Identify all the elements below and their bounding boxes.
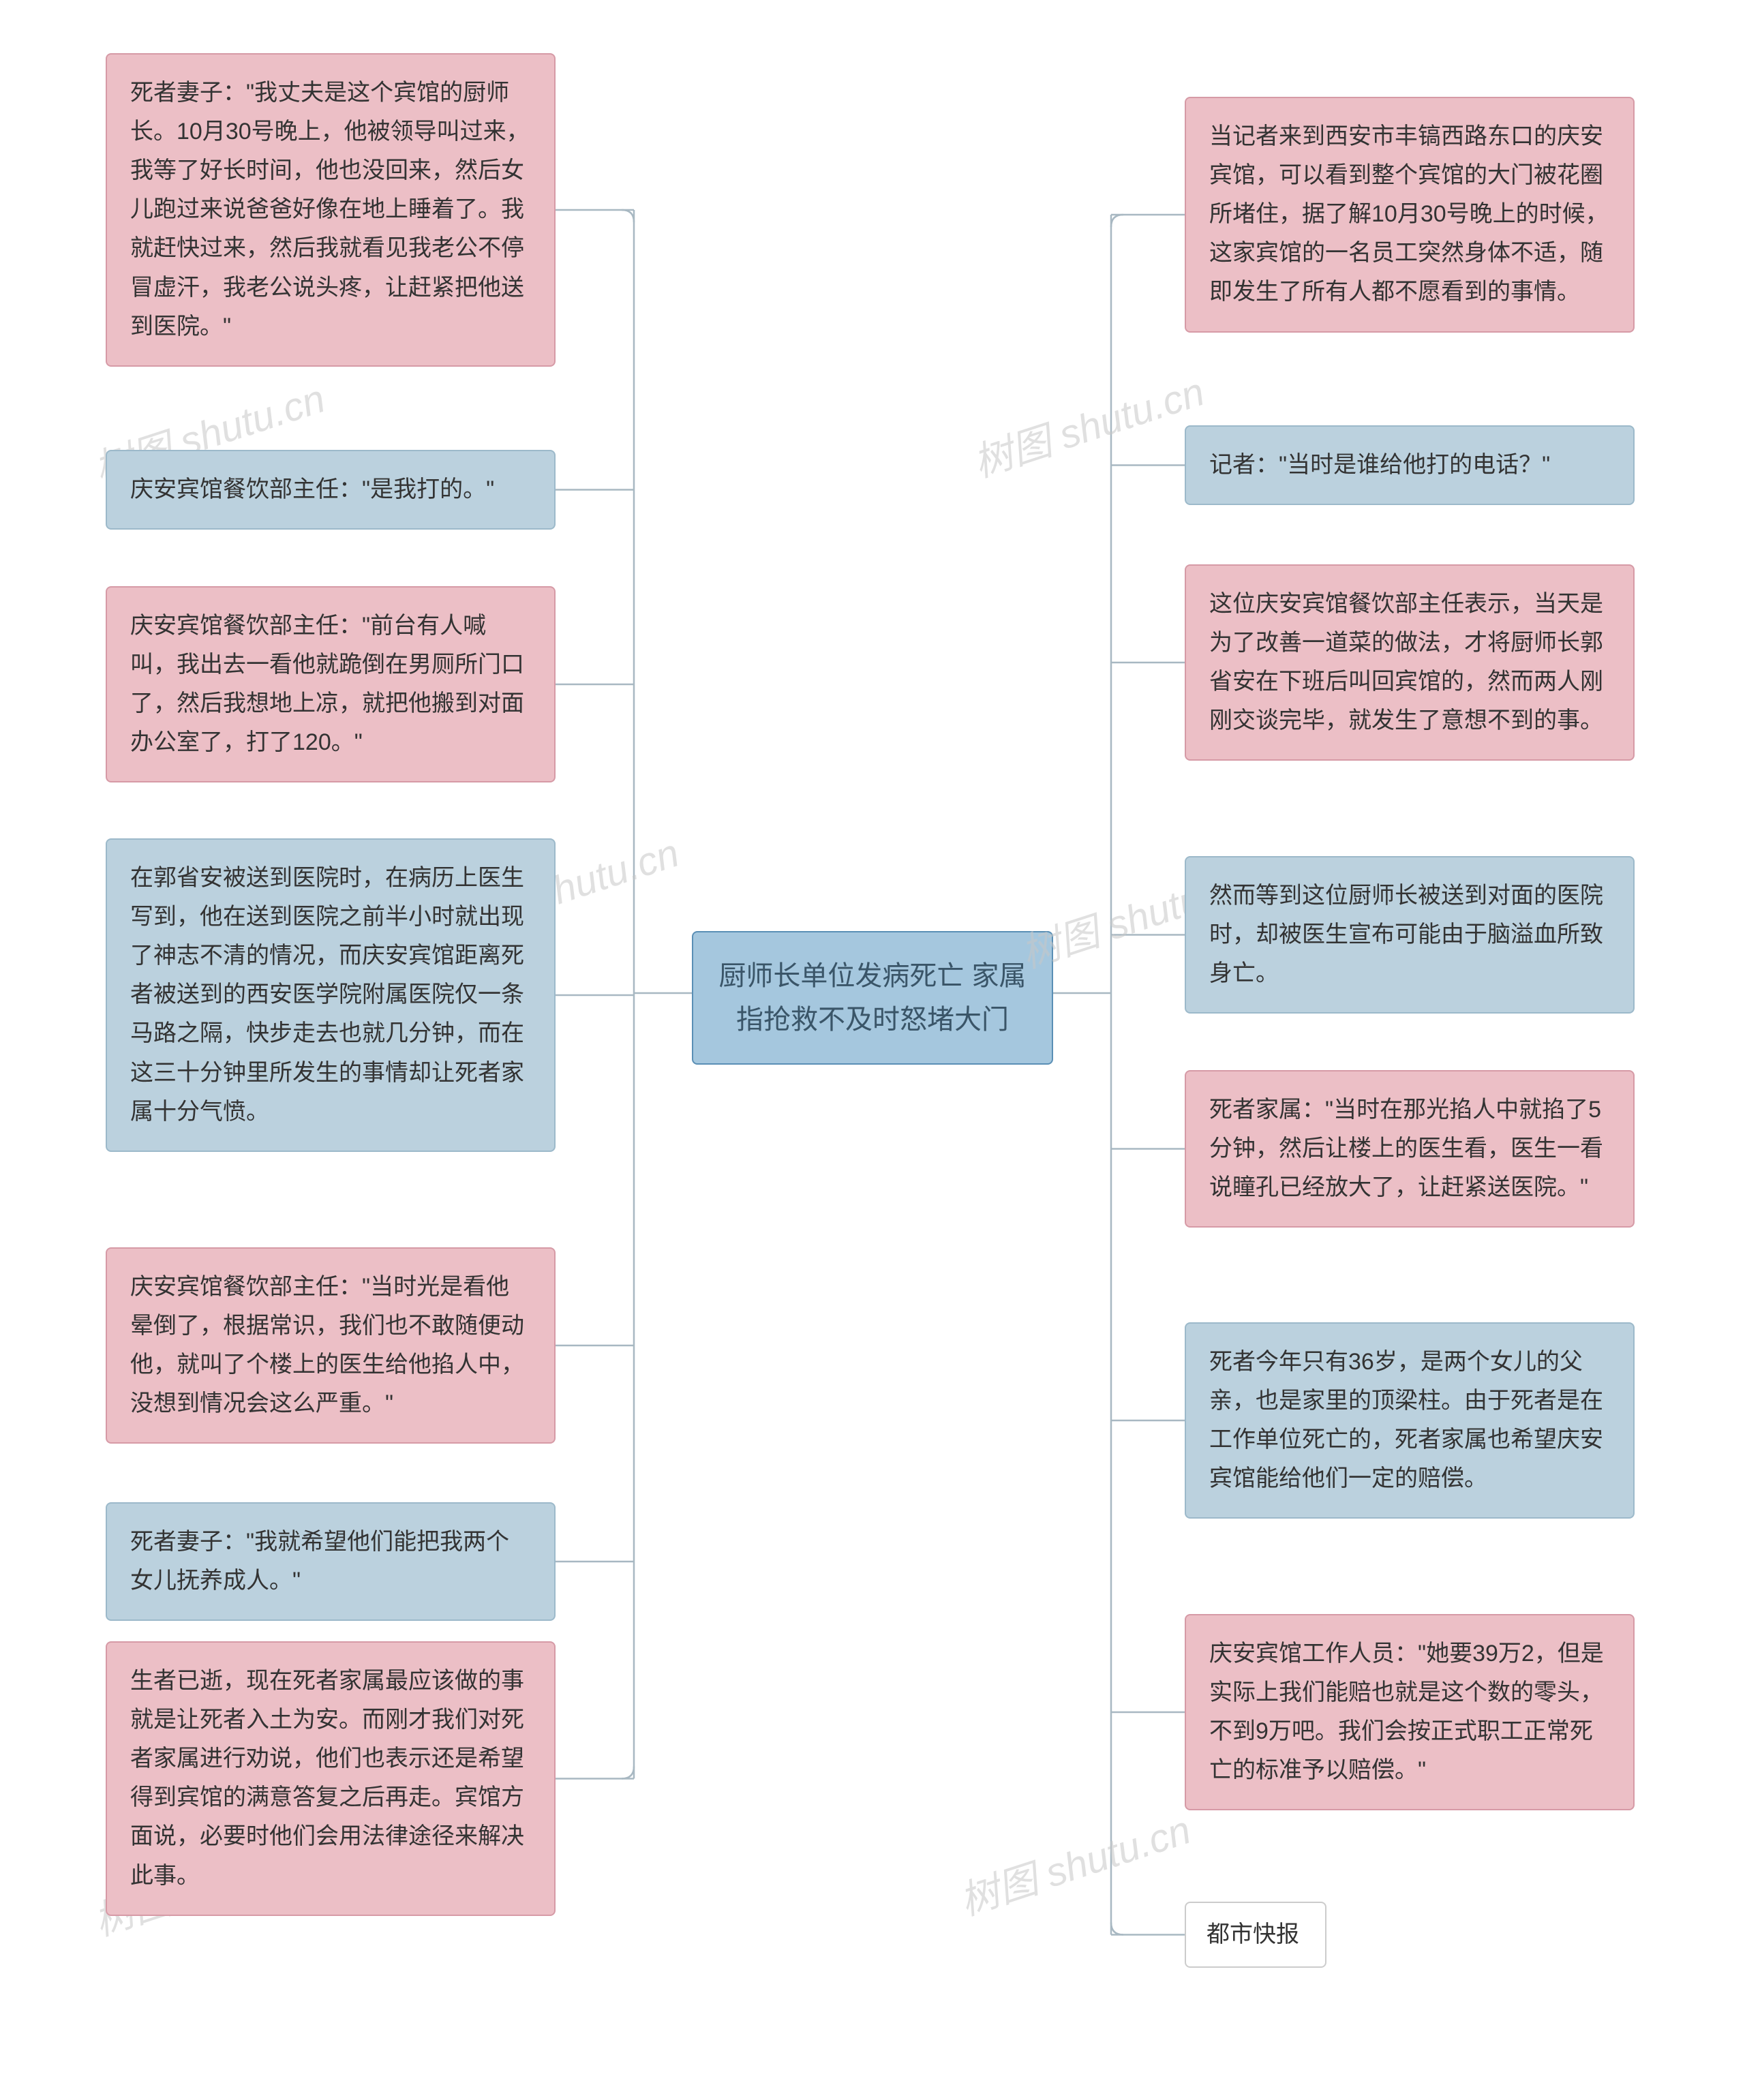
node-text: 庆安宾馆餐饮部主任："是我打的。" bbox=[130, 476, 494, 502]
connector-fillet bbox=[622, 1767, 634, 1779]
node-text: 都市快报 bbox=[1207, 1921, 1299, 1947]
right-node-r7[interactable]: 庆安宾馆工作人员："她要39万2，但是实际上我们能赔也就是这个数的零头，不到9万… bbox=[1185, 1614, 1635, 1810]
left-node-l1[interactable]: 死者妻子："我丈夫是这个宾馆的厨师长。10月30号晚上，他被领导叫过来，我等了好… bbox=[106, 53, 556, 367]
right-node-r6[interactable]: 死者今年只有36岁，是两个女儿的父亲，也是家里的顶梁柱。由于死者是在工作单位死亡… bbox=[1185, 1322, 1635, 1519]
connector-fillet bbox=[1111, 1923, 1123, 1935]
node-text: 庆安宾馆工作人员："她要39万2，但是实际上我们能赔也就是这个数的零头，不到9万… bbox=[1209, 1641, 1604, 1783]
left-node-l3[interactable]: 庆安宾馆餐饮部主任："前台有人喊叫，我出去一看他就跪倒在男厕所门口了，然后我想地… bbox=[106, 586, 556, 782]
right-node-r2[interactable]: 记者："当时是谁给他打的电话？" bbox=[1185, 425, 1635, 505]
center-topic-text: 厨师长单位发病死亡 家属指抢救不及时怒堵大门 bbox=[718, 961, 1026, 1035]
node-text: 死者妻子："我丈夫是这个宾馆的厨师长。10月30号晚上，他被领导叫过来，我等了好… bbox=[130, 80, 530, 339]
left-node-l4[interactable]: 在郭省安被送到医院时，在病历上医生写到，他在送到医院之前半小时就出现了神志不清的… bbox=[106, 838, 556, 1152]
node-text: 在郭省安被送到医院时，在病历上医生写到，他在送到医院之前半小时就出现了神志不清的… bbox=[130, 865, 524, 1125]
right-node-r1[interactable]: 当记者来到西安市丰镐西路东口的庆安宾馆，可以看到整个宾馆的大门被花圈所堵住，据了… bbox=[1185, 97, 1635, 333]
connector-fillet bbox=[1111, 215, 1123, 227]
node-text: 死者今年只有36岁，是两个女儿的父亲，也是家里的顶梁柱。由于死者是在工作单位死亡… bbox=[1209, 1349, 1603, 1491]
node-text: 庆安宾馆餐饮部主任："前台有人喊叫，我出去一看他就跪倒在男厕所门口了，然后我想地… bbox=[130, 613, 524, 755]
right-node-r8[interactable]: 都市快报 bbox=[1185, 1902, 1326, 1968]
node-text: 这位庆安宾馆餐饮部主任表示，当天是为了改善一道菜的做法，才将厨师长郭省安在下班后… bbox=[1209, 591, 1603, 733]
node-text: 死者妻子："我就希望他们能把我两个女儿抚养成人。" bbox=[130, 1529, 509, 1594]
left-node-l7[interactable]: 生者已逝，现在死者家属最应该做的事就是让死者入土为安。而刚才我们对死者家属进行劝… bbox=[106, 1641, 556, 1916]
right-node-r3[interactable]: 这位庆安宾馆餐饮部主任表示，当天是为了改善一道菜的做法，才将厨师长郭省安在下班后… bbox=[1185, 564, 1635, 761]
node-text: 死者家属："当时在那光掐人中就掐了5分钟，然后让楼上的医生看，医生一看说瞳孔已经… bbox=[1209, 1097, 1603, 1200]
node-text: 庆安宾馆餐饮部主任："当时光是看他晕倒了，根据常识，我们也不敢随便动他，就叫了个… bbox=[130, 1274, 524, 1416]
left-node-l2[interactable]: 庆安宾馆餐饮部主任："是我打的。" bbox=[106, 450, 556, 530]
watermark-4: 树图 shutu.cn bbox=[952, 1798, 1197, 1926]
right-node-r4[interactable]: 然而等到这位厨师长被送到对面的医院时，却被医生宣布可能由于脑溢血所致身亡。 bbox=[1185, 856, 1635, 1014]
left-node-l6[interactable]: 死者妻子："我就希望他们能把我两个女儿抚养成人。" bbox=[106, 1502, 556, 1621]
right-node-r5[interactable]: 死者家属："当时在那光掐人中就掐了5分钟，然后让楼上的医生看，医生一看说瞳孔已经… bbox=[1185, 1070, 1635, 1228]
node-text: 当记者来到西安市丰镐西路东口的庆安宾馆，可以看到整个宾馆的大门被花圈所堵住，据了… bbox=[1209, 123, 1609, 305]
watermark-5: 树图 shutu.cn bbox=[965, 360, 1211, 488]
node-text: 然而等到这位厨师长被送到对面的医院时，却被医生宣布可能由于脑溢血所致身亡。 bbox=[1209, 883, 1603, 986]
center-topic-node[interactable]: 厨师长单位发病死亡 家属指抢救不及时怒堵大门 bbox=[692, 931, 1053, 1065]
left-node-l5[interactable]: 庆安宾馆餐饮部主任："当时光是看他晕倒了，根据常识，我们也不敢随便动他，就叫了个… bbox=[106, 1247, 556, 1444]
mindmap-canvas: 厨师长单位发病死亡 家属指抢救不及时怒堵大门 树图 shutu.cn 树图 shu… bbox=[0, 0, 1745, 2100]
connector-path bbox=[556, 210, 1185, 1935]
node-text: 记者："当时是谁给他打的电话？" bbox=[1209, 452, 1550, 478]
node-text: 生者已逝，现在死者家属最应该做的事就是让死者入土为安。而刚才我们对死者家属进行劝… bbox=[130, 1668, 524, 1889]
connector-fillet bbox=[622, 210, 634, 222]
